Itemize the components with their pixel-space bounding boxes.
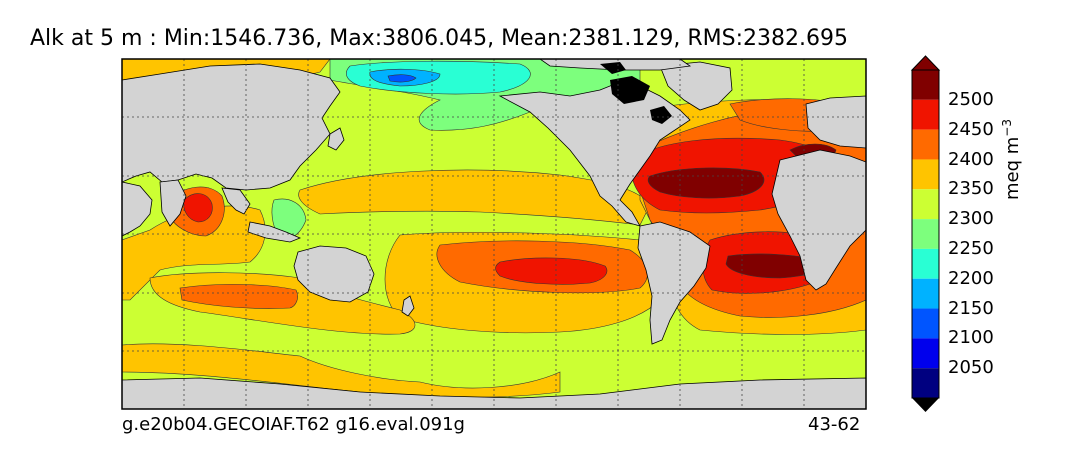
contour-2450-pacific xyxy=(495,257,608,285)
colorbar-segment-2350 xyxy=(912,159,939,190)
land-indonesia xyxy=(247,221,302,243)
colorbar-segment-2400 xyxy=(912,129,939,160)
colorbar-segment-2450 xyxy=(912,99,939,130)
land-eurasia-west xyxy=(122,63,341,191)
colorbar-segment-2150 xyxy=(912,278,939,309)
colorbar-segment-2050 xyxy=(912,338,939,369)
colorbar-frame xyxy=(911,69,940,399)
colorbar-segment-2300 xyxy=(912,189,939,220)
colorbar-segment-2100 xyxy=(912,308,939,339)
colorbar-tick-label: 2350 xyxy=(948,178,994,200)
colorbar-segment-2250 xyxy=(912,219,939,249)
land-se-asia xyxy=(221,187,251,215)
contour-2150-north-pacific xyxy=(387,74,417,83)
colorbar-tick-label: 2500 xyxy=(948,88,994,110)
graticule xyxy=(122,59,866,409)
land-new-zealand xyxy=(401,295,415,317)
land-africa xyxy=(771,149,866,291)
land-africa-east-edge xyxy=(122,181,153,237)
colorbar-tick-label: 2450 xyxy=(948,118,994,140)
colorbar-segment-2200 xyxy=(912,248,939,279)
contour-2350-southern xyxy=(122,343,561,398)
ice-arctic-islands xyxy=(600,62,626,74)
ice-baffin xyxy=(650,106,672,124)
land-europe xyxy=(805,95,866,149)
colorbar-tick-label: 2150 xyxy=(948,297,994,319)
colorbar-top-extension xyxy=(910,55,941,71)
colorbar-tick-label: 2200 xyxy=(948,267,994,289)
years-label: 43-62 xyxy=(808,414,861,435)
colorbar-unit-label: meq m−3 xyxy=(1000,119,1023,200)
ice-hudson-bay xyxy=(610,76,650,104)
land-japan xyxy=(327,127,345,151)
colorbar-tick-label: 2250 xyxy=(948,238,994,259)
contour-2450-bay-of-bengal xyxy=(183,193,213,223)
run-name: g.e20b04.GECOIAF.T62 g16.eval.091g xyxy=(122,414,465,435)
colorbar-tick-label: 2300 xyxy=(948,208,994,230)
colorbar xyxy=(910,55,941,412)
colorbar-segment-2500 xyxy=(912,70,939,100)
land-greenland xyxy=(659,61,733,111)
land-india xyxy=(159,179,187,227)
contour-2500-north-atlantic xyxy=(647,167,765,199)
land-south-america xyxy=(637,221,711,345)
plot-title: Alk at 5 m : Min:1546.736, Max:3806.045,… xyxy=(30,26,849,51)
land-australia xyxy=(293,245,375,303)
contour-2400-south-indian xyxy=(179,284,298,309)
colorbar-bottom-extension xyxy=(912,398,939,412)
colorbar-tick-label: 2050 xyxy=(948,357,994,379)
colorbar-segment-low xyxy=(912,368,939,398)
map-frame xyxy=(121,58,867,410)
colorbar-tick-label: 2400 xyxy=(948,148,994,170)
contour-2350-tropical-pacific xyxy=(298,169,651,226)
colorbar-tick-label: 2100 xyxy=(948,327,994,349)
